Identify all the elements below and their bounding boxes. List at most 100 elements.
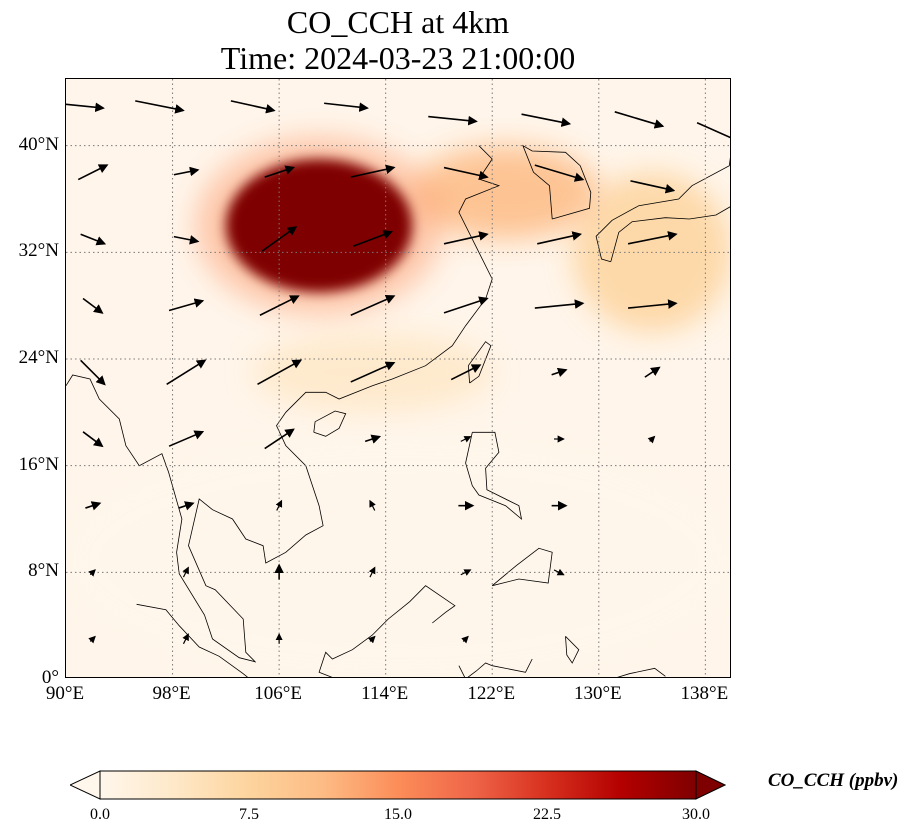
wind-arrow: [80, 233, 107, 246]
wind-arrow: [443, 231, 489, 245]
wind-arrow: [428, 115, 478, 126]
wind-arrow: [261, 226, 298, 252]
colorbar-tick-label: 22.5: [533, 806, 561, 823]
colorbar-extend-max: [695, 770, 726, 800]
wind-arrow: [696, 122, 730, 139]
wind-arrow: [264, 428, 295, 450]
wind-arrow: [166, 359, 207, 386]
wind-arrow: [450, 364, 482, 381]
lon-tick-label: 138°E: [680, 683, 729, 704]
wind-arrow: [521, 113, 572, 127]
wind-arrow: [88, 569, 96, 577]
colorbar-bar: [99, 770, 697, 800]
coastline-11: [617, 667, 666, 677]
wind-arrow: [537, 231, 583, 245]
wind-arrow: [443, 166, 489, 181]
lon-tick-label: 122°E: [467, 683, 516, 704]
wind-arrow: [627, 231, 678, 245]
wind-arrow: [324, 102, 369, 112]
wind-arrow: [66, 102, 105, 113]
coastline-10: [565, 636, 580, 664]
wind-arrow: [80, 359, 106, 386]
lon-tick-label: 106°E: [254, 683, 302, 704]
wind-arrow: [230, 100, 276, 114]
wind-arrow: [257, 359, 303, 386]
wind-arrow: [352, 230, 394, 247]
map-title: CO_CCH at 4km: [286, 4, 510, 40]
colorbar: [70, 770, 726, 800]
wind-arrow: [350, 361, 396, 383]
coastline-1: [313, 410, 347, 437]
co-concentration-field: [66, 137, 730, 677]
coastline-5: [465, 431, 523, 521]
wind-arrow: [264, 165, 296, 178]
wind-arrow: [168, 430, 205, 447]
lat-tick-label: 0°: [41, 667, 59, 688]
wind-arrow: [77, 164, 109, 181]
coastlines: [66, 144, 730, 677]
wind-arrow: [364, 434, 382, 444]
coastline-7: [318, 585, 456, 677]
wind-arrow: [85, 501, 102, 511]
colorbar-tick-label: 0.0: [90, 806, 110, 823]
coastline-4: [595, 157, 730, 263]
lat-tick-label: 24°N: [18, 347, 59, 368]
wind-arrow: [553, 568, 565, 576]
coastline-9: [458, 658, 533, 677]
wind-arrow: [82, 297, 104, 314]
wind-arrow: [82, 431, 104, 448]
wind-arrow: [614, 111, 665, 129]
map-panel: [65, 78, 731, 678]
wind-arrow: [259, 295, 300, 316]
lat-tick-label: 32°N: [18, 240, 59, 262]
lat-tick-label: 8°N: [28, 560, 59, 582]
wind-arrow: [275, 499, 283, 511]
wind-arrow: [369, 499, 376, 511]
wind-arrow: [368, 566, 376, 578]
wind-arrow: [135, 100, 185, 114]
wind-arrow: [460, 569, 472, 576]
wind-arrow: [173, 166, 200, 177]
coastline-2: [467, 341, 492, 384]
coastline-6: [491, 547, 553, 587]
wind-arrow: [647, 435, 656, 444]
colorbar-label: CO_CCH (ppbv): [768, 770, 899, 791]
lat-tick-label: 40°N: [18, 133, 59, 155]
wind-arrow: [182, 633, 189, 645]
wind-arrow: [630, 180, 676, 194]
wind-vectors: [66, 100, 730, 645]
colorbar-tick-label: 7.5: [239, 806, 259, 823]
lon-tick-label: 114°E: [361, 683, 409, 704]
map-subtitle-time: Time: 2024-03-23 21:00:00: [220, 40, 576, 76]
colorbar-tick-label: 30.0: [682, 806, 710, 823]
lat-tick-label: 16°N: [18, 453, 59, 475]
wind-arrow: [350, 164, 396, 178]
colorbar-tick-label: 15.0: [384, 806, 412, 823]
wind-arrow: [182, 566, 189, 578]
colorbar-extend-min: [70, 770, 101, 800]
gridlines: [66, 79, 730, 677]
lon-tick-label: 98°E: [152, 683, 191, 704]
wind-arrow: [178, 501, 195, 511]
lon-tick-label: 130°E: [573, 683, 622, 704]
map-canvas: [66, 79, 730, 677]
wind-arrow: [534, 299, 585, 309]
wind-arrow: [534, 164, 585, 182]
wind-arrow: [644, 366, 661, 378]
plume-4: [225, 159, 413, 293]
wind-arrow: [443, 296, 489, 314]
coastline-3: [522, 144, 592, 220]
wind-arrow: [461, 635, 469, 644]
wind-arrow: [88, 635, 96, 644]
coastline-8: [136, 603, 248, 677]
wind-arrow: [628, 299, 678, 309]
wind-arrow: [168, 298, 205, 312]
wind-arrow: [173, 235, 200, 245]
plume-0: [66, 439, 730, 677]
wind-arrow: [551, 367, 568, 378]
wind-arrow: [367, 635, 376, 644]
coastline-0: [66, 145, 501, 663]
colorbar-gradient: [70, 770, 726, 800]
wind-arrow: [460, 436, 472, 443]
lon-tick-label: 90°E: [45, 683, 85, 704]
